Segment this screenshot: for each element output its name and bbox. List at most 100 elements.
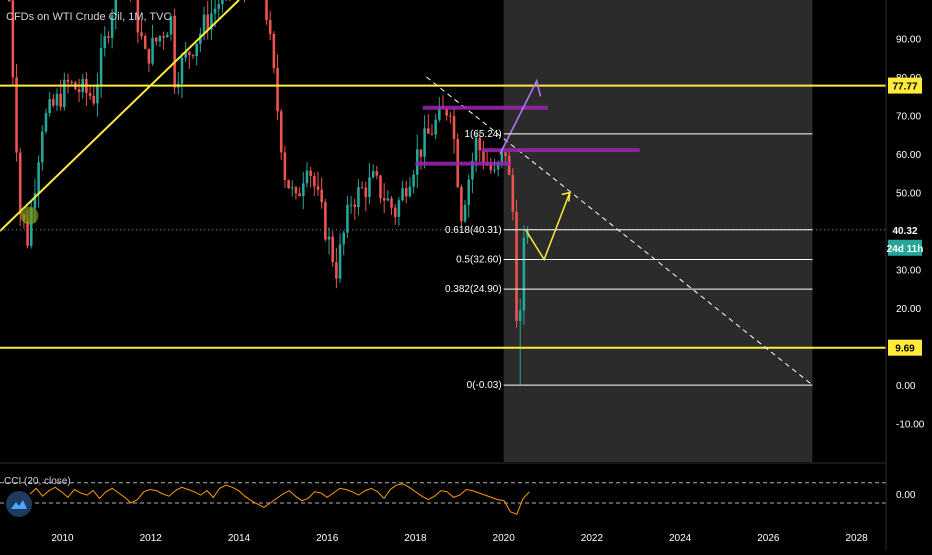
candle-body <box>221 0 224 4</box>
candle-body <box>523 238 526 311</box>
candle-body <box>512 175 515 212</box>
candle-body <box>19 153 22 215</box>
candle-body <box>467 179 470 204</box>
candle-body <box>342 233 345 245</box>
candle-body <box>423 128 426 156</box>
candle-body <box>313 176 316 186</box>
candle-body <box>405 188 408 196</box>
candle-body <box>460 187 463 221</box>
candle-body <box>295 187 298 193</box>
candle-body <box>203 15 206 34</box>
candle-body <box>273 34 276 68</box>
tradingview-logo-icon[interactable] <box>6 491 32 517</box>
y-tick-label: 70.00 <box>896 112 921 123</box>
candle-body <box>92 96 95 103</box>
candle-body <box>401 188 404 200</box>
candle-body <box>317 186 320 189</box>
candle-body <box>276 68 279 111</box>
candle-body <box>464 205 467 221</box>
candle-body <box>188 52 191 55</box>
candle-body <box>52 99 55 105</box>
candle-body <box>320 190 323 203</box>
projection-area <box>504 0 813 462</box>
candle-body <box>59 94 62 107</box>
candle-body <box>453 116 456 139</box>
candle-body <box>387 198 390 200</box>
candle <box>273 31 276 73</box>
candle-body <box>339 244 342 278</box>
candle-body <box>287 180 290 188</box>
candle-body <box>449 116 452 117</box>
candle-body <box>515 212 518 321</box>
x-tick-label: 2014 <box>228 533 251 544</box>
cci-label: CCI (20, close) <box>4 476 71 487</box>
candle-body <box>280 111 283 152</box>
cci-y-tick: 0.00 <box>896 490 916 501</box>
candle-body <box>89 93 92 96</box>
candle <box>173 9 176 94</box>
candle <box>460 185 463 227</box>
x-tick-label: 2016 <box>316 533 339 544</box>
candle-body <box>302 183 305 196</box>
candle-body <box>346 205 349 232</box>
candle <box>324 199 327 242</box>
candle-body <box>144 36 147 49</box>
x-tick-label: 2026 <box>757 533 780 544</box>
fib-label: 0(-0.03) <box>467 380 502 391</box>
candle-body <box>431 134 434 135</box>
x-tick-label: 2010 <box>51 533 74 544</box>
candle-body <box>357 187 360 207</box>
candle-body <box>41 132 44 163</box>
candle-body <box>100 48 103 85</box>
candle-body <box>412 175 415 187</box>
current-price-tag: 40.32 <box>892 226 917 237</box>
candle-body <box>148 49 151 64</box>
level-tag-77: 77.77 <box>892 82 917 93</box>
candle <box>515 200 518 328</box>
candle-body <box>45 113 48 132</box>
candle-body <box>376 171 379 175</box>
candle-body <box>181 58 184 84</box>
level-tag-9: 9.69 <box>895 344 915 355</box>
candle-body <box>56 94 59 106</box>
candle-body <box>350 205 353 206</box>
x-tick-label: 2018 <box>404 533 427 544</box>
candle-body <box>306 171 309 184</box>
candle-body <box>298 193 301 196</box>
countdown-label: 24d 11h <box>887 244 924 255</box>
y-tick-label: 0.00 <box>896 381 916 392</box>
candle-body <box>328 237 331 240</box>
candle-body <box>434 120 437 135</box>
candle-body <box>398 200 401 217</box>
candle-body <box>166 35 169 38</box>
candle-body <box>379 176 382 199</box>
x-tick-label: 2012 <box>140 533 163 544</box>
candle-body <box>331 237 334 263</box>
candle-body <box>372 171 375 177</box>
candle-body <box>420 149 423 156</box>
candle-body <box>103 36 106 48</box>
fib-label: 0.5(32.60) <box>456 254 502 265</box>
candle-body <box>519 310 522 321</box>
candle-body <box>284 152 287 180</box>
candle-body <box>78 89 81 92</box>
y-tick-label: 20.00 <box>896 304 921 315</box>
candle-body <box>361 187 364 188</box>
candle-body <box>475 138 478 161</box>
candle-body <box>394 208 397 217</box>
candle-body <box>269 20 272 34</box>
candle-body <box>37 162 40 193</box>
candle-body <box>151 38 154 64</box>
candle-body <box>324 202 327 239</box>
candle-body <box>265 0 268 20</box>
candle-body <box>63 80 66 107</box>
candle-body <box>155 38 158 42</box>
candle-body <box>482 150 485 163</box>
candle <box>280 109 283 160</box>
candle-body <box>409 187 412 197</box>
candle-body <box>173 16 176 88</box>
candle-body <box>309 171 312 177</box>
candle-body <box>26 221 29 246</box>
candle <box>287 180 290 189</box>
